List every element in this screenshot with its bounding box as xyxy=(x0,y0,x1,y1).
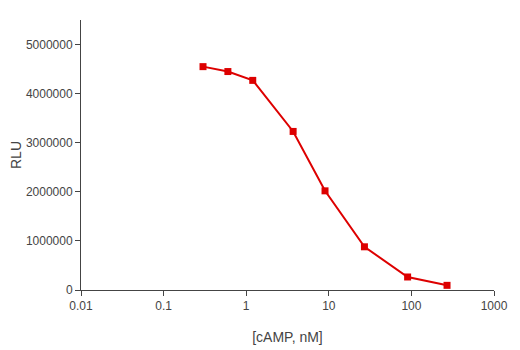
svg-text:3000000: 3000000 xyxy=(26,136,73,150)
svg-text:0: 0 xyxy=(66,283,73,297)
svg-text:10: 10 xyxy=(322,299,336,313)
svg-text:4000000: 4000000 xyxy=(26,87,73,101)
svg-text:1000: 1000 xyxy=(481,299,508,313)
svg-text:100: 100 xyxy=(401,299,421,313)
svg-text:[cAMP, nM]: [cAMP, nM] xyxy=(252,329,323,345)
svg-text:0.1: 0.1 xyxy=(155,299,172,313)
svg-text:2000000: 2000000 xyxy=(26,185,73,199)
svg-text:5000000: 5000000 xyxy=(26,38,73,52)
svg-text:1000000: 1000000 xyxy=(26,234,73,248)
svg-text:1: 1 xyxy=(243,299,250,313)
svg-text:0.01: 0.01 xyxy=(69,299,93,313)
svg-text:RLU: RLU xyxy=(8,141,24,169)
